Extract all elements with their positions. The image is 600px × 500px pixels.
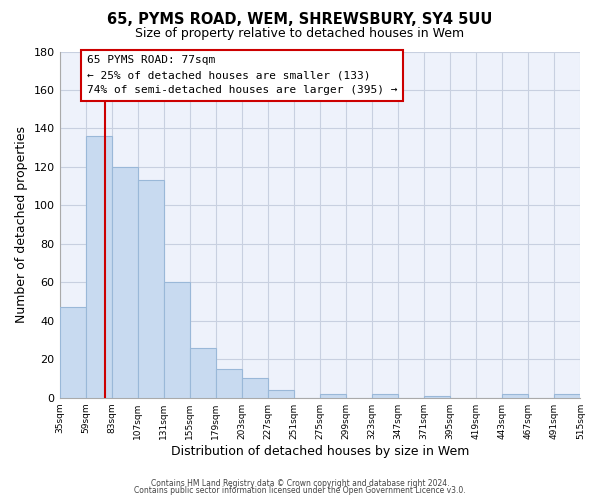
- X-axis label: Distribution of detached houses by size in Wem: Distribution of detached houses by size …: [171, 444, 469, 458]
- Bar: [268, 390, 294, 398]
- Bar: [164, 282, 190, 398]
- Bar: [554, 394, 580, 398]
- Bar: [86, 136, 112, 398]
- Text: 65, PYMS ROAD, WEM, SHREWSBURY, SY4 5UU: 65, PYMS ROAD, WEM, SHREWSBURY, SY4 5UU: [107, 12, 493, 28]
- Bar: [190, 348, 216, 398]
- Text: Contains public sector information licensed under the Open Government Licence v3: Contains public sector information licen…: [134, 486, 466, 495]
- Text: Size of property relative to detached houses in Wem: Size of property relative to detached ho…: [136, 28, 464, 40]
- Bar: [372, 394, 398, 398]
- Bar: [424, 396, 450, 398]
- Y-axis label: Number of detached properties: Number of detached properties: [15, 126, 28, 323]
- Bar: [112, 167, 137, 398]
- Text: Contains HM Land Registry data © Crown copyright and database right 2024.: Contains HM Land Registry data © Crown c…: [151, 478, 449, 488]
- Bar: [242, 378, 268, 398]
- Bar: [320, 394, 346, 398]
- Bar: [59, 308, 86, 398]
- Text: 65 PYMS ROAD: 77sqm
← 25% of detached houses are smaller (133)
74% of semi-detac: 65 PYMS ROAD: 77sqm ← 25% of detached ho…: [86, 56, 397, 95]
- Bar: [216, 369, 242, 398]
- Bar: [502, 394, 529, 398]
- Bar: [137, 180, 164, 398]
